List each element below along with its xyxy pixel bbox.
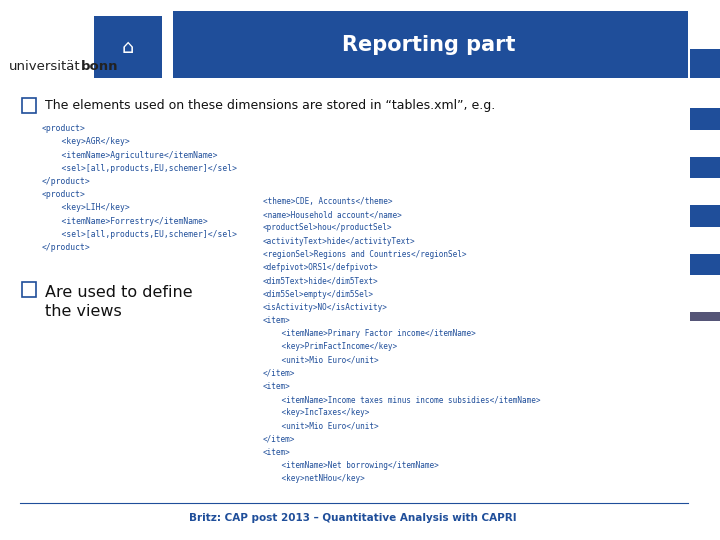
Text: Reporting part: Reporting part xyxy=(342,35,515,55)
Bar xyxy=(690,49,720,78)
Bar xyxy=(22,282,36,297)
Text: universität: universität xyxy=(9,60,80,73)
Text: The elements used on these dimensions are stored in “tables.xml”, e.g.: The elements used on these dimensions ar… xyxy=(45,99,495,112)
Bar xyxy=(690,254,720,275)
Text: <product>
    <key>AGR</key>
    <itemName>Agriculture</itemName>
    <sel>[all,: <product> <key>AGR</key> <itemName>Agric… xyxy=(42,124,237,252)
Bar xyxy=(0,11,173,89)
Text: bonn: bonn xyxy=(81,60,119,73)
Bar xyxy=(690,157,720,178)
Bar xyxy=(690,312,720,321)
Text: <theme>CDE, Accounts</theme>
<name>Household account</name>
<productSel>hou</pro: <theme>CDE, Accounts</theme> <name>House… xyxy=(263,197,540,483)
Bar xyxy=(690,108,720,130)
Bar xyxy=(169,11,688,78)
Text: Britz: CAP post 2013 – Quantitative Analysis with CAPRI: Britz: CAP post 2013 – Quantitative Anal… xyxy=(189,514,517,523)
Text: ⌂: ⌂ xyxy=(122,38,135,57)
Bar xyxy=(690,205,720,227)
Bar xyxy=(94,16,162,78)
Bar xyxy=(22,98,36,113)
Text: Are used to define
the views: Are used to define the views xyxy=(45,285,192,319)
